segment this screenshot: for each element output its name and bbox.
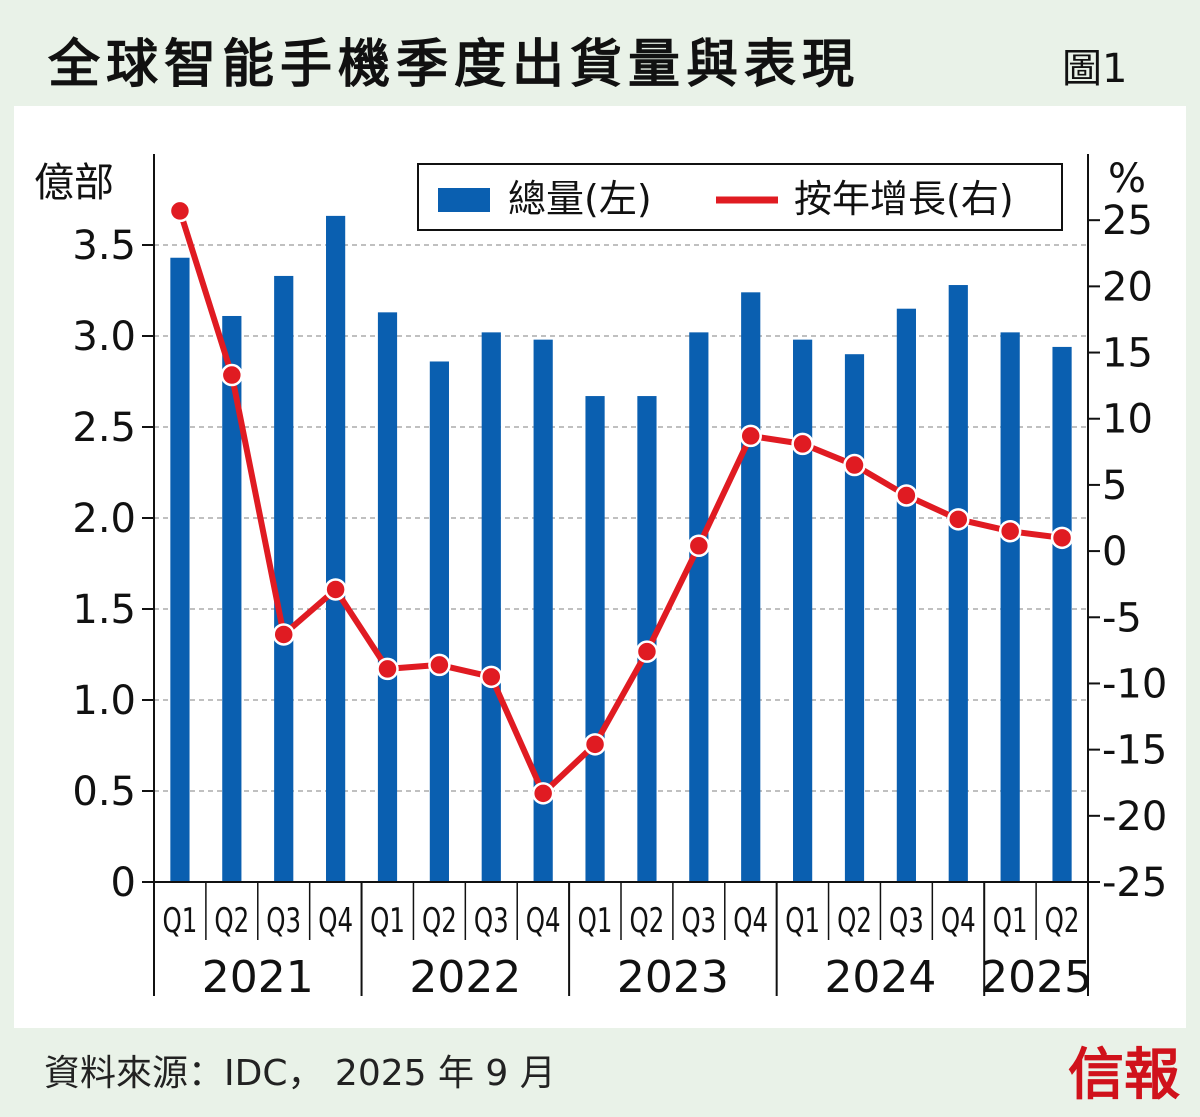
y-right-tick-label: -20	[1102, 794, 1167, 840]
y-right-tick-label: -5	[1102, 595, 1142, 641]
y-left-tick-label: 3.5	[72, 223, 136, 269]
legend-bar-swatch	[438, 188, 490, 212]
bar	[741, 292, 761, 882]
bar	[274, 275, 294, 882]
publisher-logo: 信報	[1068, 1042, 1180, 1108]
line-point	[895, 484, 918, 507]
year-label: 2022	[409, 952, 521, 1003]
bar	[1000, 332, 1020, 882]
x-tick-label: Q3	[889, 901, 924, 940]
y-right-tick-label: 0	[1102, 529, 1127, 575]
bar	[585, 396, 605, 882]
line-point	[428, 653, 451, 677]
figure-number: 圖1	[1062, 46, 1128, 92]
bar	[1052, 346, 1072, 882]
x-tick-label: Q4	[526, 901, 561, 940]
line-point	[168, 199, 192, 223]
x-tick-label: Q3	[681, 901, 716, 940]
year-label: 2024	[824, 952, 936, 1003]
line-point	[998, 519, 1022, 543]
x-tick-label: Q1	[993, 901, 1028, 940]
y-left-tick-label: 0.5	[72, 769, 136, 815]
x-tick-label: Q2	[837, 901, 872, 940]
year-label: 2023	[617, 952, 729, 1003]
legend-line-label: 按年增長(右)	[794, 177, 1014, 221]
line-point	[324, 578, 347, 601]
x-tick-label: Q3	[474, 901, 509, 940]
line-point	[843, 453, 866, 477]
y-left-tick-label: 2.0	[72, 496, 136, 542]
axes: 0 0.5 1.0 1.5 2.0 2.5 3.0 3.5 -25 -20 -15 -10 -5 0 5 10…	[72, 154, 1167, 996]
bar-series	[170, 215, 1072, 883]
line-point	[687, 534, 711, 558]
y-right-tick-label: 10	[1102, 397, 1153, 443]
x-tick-label: Q2	[630, 901, 665, 940]
bar	[481, 332, 501, 882]
y-right-tick-label: 25	[1102, 198, 1153, 244]
x-tick-label: Q1	[370, 901, 405, 940]
bar	[170, 257, 190, 882]
chart-svg: 0 0.5 1.0 1.5 2.0 2.5 3.0 3.5 -25 -20 -15 -10 -5 0 5 10…	[34, 154, 1167, 1003]
line-point	[1050, 526, 1074, 550]
x-axis-labels: Q1 Q2 Q3 Q4 Q1 Q2 Q3 Q4 Q1 Q2 Q3 Q4 Q1 Q2 Q3 Q4 Q1 Q2 2021…	[163, 882, 1092, 1003]
gridlines	[154, 244, 1088, 792]
y-left-tick-label: 3.0	[72, 314, 136, 360]
bar	[533, 339, 553, 882]
y-right-tick-label: 20	[1102, 264, 1153, 310]
x-tick-label: Q4	[733, 901, 768, 940]
bar	[326, 215, 346, 882]
source-note: 資料來源：IDC， 2025 年 9 月	[44, 1053, 556, 1094]
growth-line	[177, 210, 1063, 797]
y-right-tick-label: -10	[1102, 661, 1167, 707]
line-point	[480, 665, 503, 689]
line-series	[168, 199, 1074, 805]
bar	[222, 315, 242, 883]
y-left-axis-label: 億部	[34, 160, 114, 206]
line-point	[531, 782, 555, 805]
bar	[793, 339, 813, 882]
y-right-tick-label: 15	[1102, 331, 1153, 377]
bar	[689, 332, 709, 882]
line-point	[635, 640, 659, 663]
line-point	[739, 424, 762, 448]
bar	[948, 285, 968, 882]
y-left-tick-label: 1.0	[72, 678, 136, 724]
year-label: 2025	[980, 952, 1092, 1003]
y-left-tick-label: 2.5	[72, 405, 136, 451]
bar	[896, 308, 916, 882]
x-tick-label: Q2	[1045, 901, 1080, 940]
line-point	[947, 508, 970, 531]
x-tick-label: Q4	[318, 901, 353, 940]
x-tick-label: Q4	[941, 901, 976, 940]
line-point	[220, 363, 244, 387]
y-right-axis-label: %	[1108, 156, 1146, 202]
line-point	[583, 733, 607, 756]
bar	[844, 354, 865, 882]
year-label: 2021	[202, 952, 314, 1003]
x-tick-label: Q1	[163, 901, 198, 940]
legend: 總量(左) 按年增長(右)	[417, 163, 1063, 231]
bar	[377, 312, 398, 883]
y-left-tick-label: 1.5	[72, 587, 136, 633]
line-point	[791, 432, 814, 456]
y-right-tick-label: -15	[1102, 728, 1167, 774]
x-tick-label: Q1	[578, 901, 613, 940]
y-left-tick-label: 0	[111, 860, 136, 906]
legend-bar-label: 總量(左)	[508, 177, 652, 221]
bar	[429, 361, 449, 883]
chart-title: 全球智能手機季度出貨量與表現	[48, 35, 861, 95]
bar	[637, 396, 657, 882]
x-tick-label: Q3	[266, 901, 301, 940]
x-tick-label: Q2	[422, 901, 457, 940]
x-tick-label: Q1	[785, 901, 820, 940]
line-point	[272, 623, 295, 646]
y-right-tick-label: -25	[1102, 860, 1167, 906]
y-right-tick-label: 5	[1102, 463, 1127, 509]
line-point	[376, 657, 399, 681]
x-tick-label: Q2	[214, 901, 249, 940]
